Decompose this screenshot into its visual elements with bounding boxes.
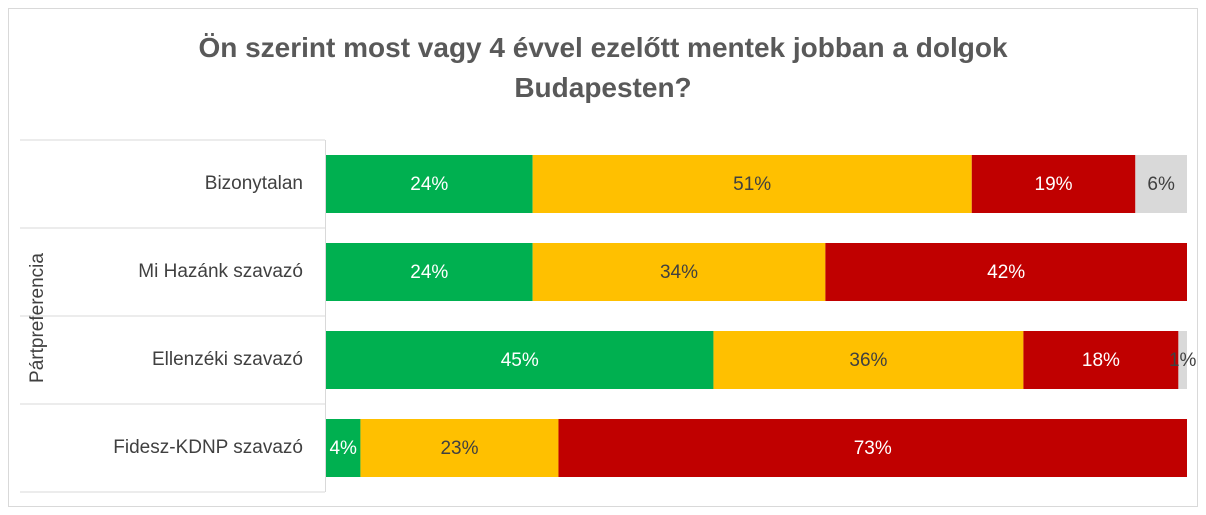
y-tick-label: Mi Hazánk szavazó (138, 261, 303, 282)
chart-border (8, 8, 1198, 507)
y-tick-label: Bizonytalan (205, 173, 303, 194)
bar-segment (326, 243, 533, 301)
bar-segment (1023, 331, 1179, 389)
data-label: 51% (733, 174, 771, 195)
data-label: 18% (1082, 350, 1120, 371)
bar-segment (1135, 155, 1187, 213)
bar-segment (825, 243, 1187, 301)
data-label: 24% (410, 262, 448, 283)
bar-segment (326, 331, 714, 389)
data-label: 36% (849, 350, 887, 371)
y-tick-label: Fidesz-KDNP szavazó (113, 437, 303, 458)
data-label: 6% (1147, 174, 1175, 195)
chart-title: Ön szerint most vagy 4 évvel ezelőtt men… (198, 32, 1008, 103)
data-label: 19% (1035, 174, 1073, 195)
data-label: 34% (660, 262, 698, 283)
bar-segment (558, 419, 1187, 477)
bar-segment (1178, 331, 1187, 389)
data-label: 73% (854, 438, 892, 459)
bar-segment (971, 155, 1136, 213)
bar-segment (532, 243, 826, 301)
y-axis-label: Pártpreferencia (27, 253, 48, 383)
bar-segment (360, 419, 559, 477)
data-label: 4% (329, 438, 357, 459)
y-tick-label: Ellenzéki szavazó (152, 349, 303, 370)
bar-segment (713, 331, 1024, 389)
bar-segment (326, 155, 533, 213)
bar-segment (326, 419, 361, 477)
bar-segment (532, 155, 972, 213)
data-label: 24% (410, 174, 448, 195)
data-label: 42% (987, 262, 1025, 283)
data-label: 23% (440, 438, 478, 459)
data-label: 1% (1169, 350, 1197, 371)
data-label: 45% (501, 350, 539, 371)
